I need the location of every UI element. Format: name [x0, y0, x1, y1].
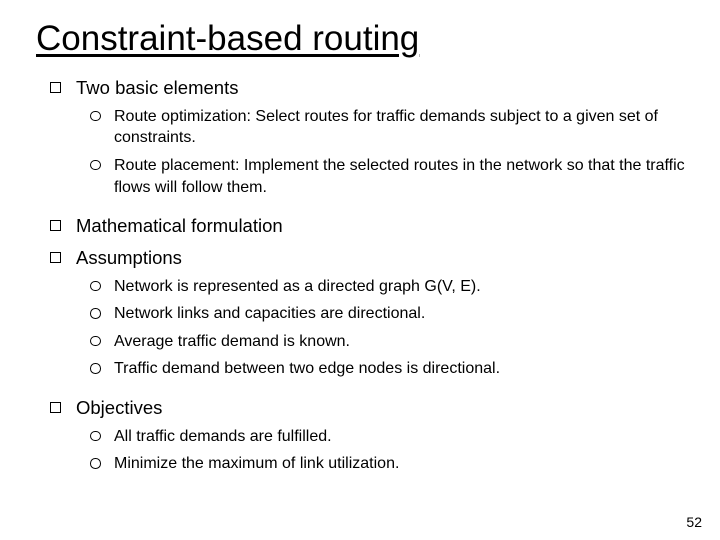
- list-item: Route placement: Implement the selected …: [90, 155, 690, 198]
- page-number: 52: [686, 514, 702, 530]
- level2-text: Traffic demand between two edge nodes is…: [114, 360, 500, 377]
- circle-bullet-icon: [90, 281, 101, 292]
- circle-bullet-icon: [90, 458, 101, 469]
- bullet-level1: Objectives: [50, 394, 690, 422]
- list-item: Mathematical formulation: [50, 212, 690, 240]
- list-item: Route optimization: Select routes for tr…: [90, 106, 690, 149]
- square-bullet-icon: [50, 82, 61, 93]
- list-item: Minimize the maximum of link utilization…: [90, 453, 690, 475]
- level2-text: Network is represented as a directed gra…: [114, 278, 481, 295]
- list-item: Objectives: [50, 394, 690, 422]
- level2-text: Network links and capacities are directi…: [114, 305, 425, 322]
- level2-text: Minimize the maximum of link utilization…: [114, 455, 399, 472]
- list-item: Network links and capacities are directi…: [90, 303, 690, 325]
- list-item: Assumptions: [50, 244, 690, 272]
- slide-title: Constraint-based routing: [36, 18, 690, 60]
- circle-bullet-icon: [90, 308, 101, 319]
- bullet-level1: Assumptions: [50, 244, 690, 272]
- slide: Constraint-based routing Two basic eleme…: [0, 0, 720, 540]
- list-item: Average traffic demand is known.: [90, 331, 690, 353]
- circle-bullet-icon: [90, 336, 101, 347]
- bullet-level2-group: Route optimization: Select routes for tr…: [90, 106, 690, 198]
- circle-bullet-icon: [90, 363, 101, 374]
- list-item: Two basic elements: [50, 74, 690, 102]
- level1-text: Two basic elements: [76, 77, 238, 98]
- level2-text: Route optimization: Select routes for tr…: [114, 108, 658, 147]
- list-item: Traffic demand between two edge nodes is…: [90, 358, 690, 380]
- level2-text: All traffic demands are fulfilled.: [114, 428, 332, 445]
- level1-text: Assumptions: [76, 247, 182, 268]
- circle-bullet-icon: [90, 160, 101, 171]
- level2-text: Route placement: Implement the selected …: [114, 157, 685, 196]
- level1-text: Mathematical formulation: [76, 215, 283, 236]
- bullet-level2-group: Network is represented as a directed gra…: [90, 276, 690, 380]
- bullet-level1: Mathematical formulation: [50, 212, 690, 240]
- circle-bullet-icon: [90, 111, 101, 122]
- square-bullet-icon: [50, 252, 61, 263]
- square-bullet-icon: [50, 402, 61, 413]
- level1-text: Objectives: [76, 397, 162, 418]
- square-bullet-icon: [50, 220, 61, 231]
- level2-text: Average traffic demand is known.: [114, 333, 350, 350]
- list-item: Network is represented as a directed gra…: [90, 276, 690, 298]
- circle-bullet-icon: [90, 431, 101, 442]
- bullet-level2-group: All traffic demands are fulfilled. Minim…: [90, 426, 690, 475]
- bullet-level1: Two basic elements: [50, 74, 690, 102]
- list-item: All traffic demands are fulfilled.: [90, 426, 690, 448]
